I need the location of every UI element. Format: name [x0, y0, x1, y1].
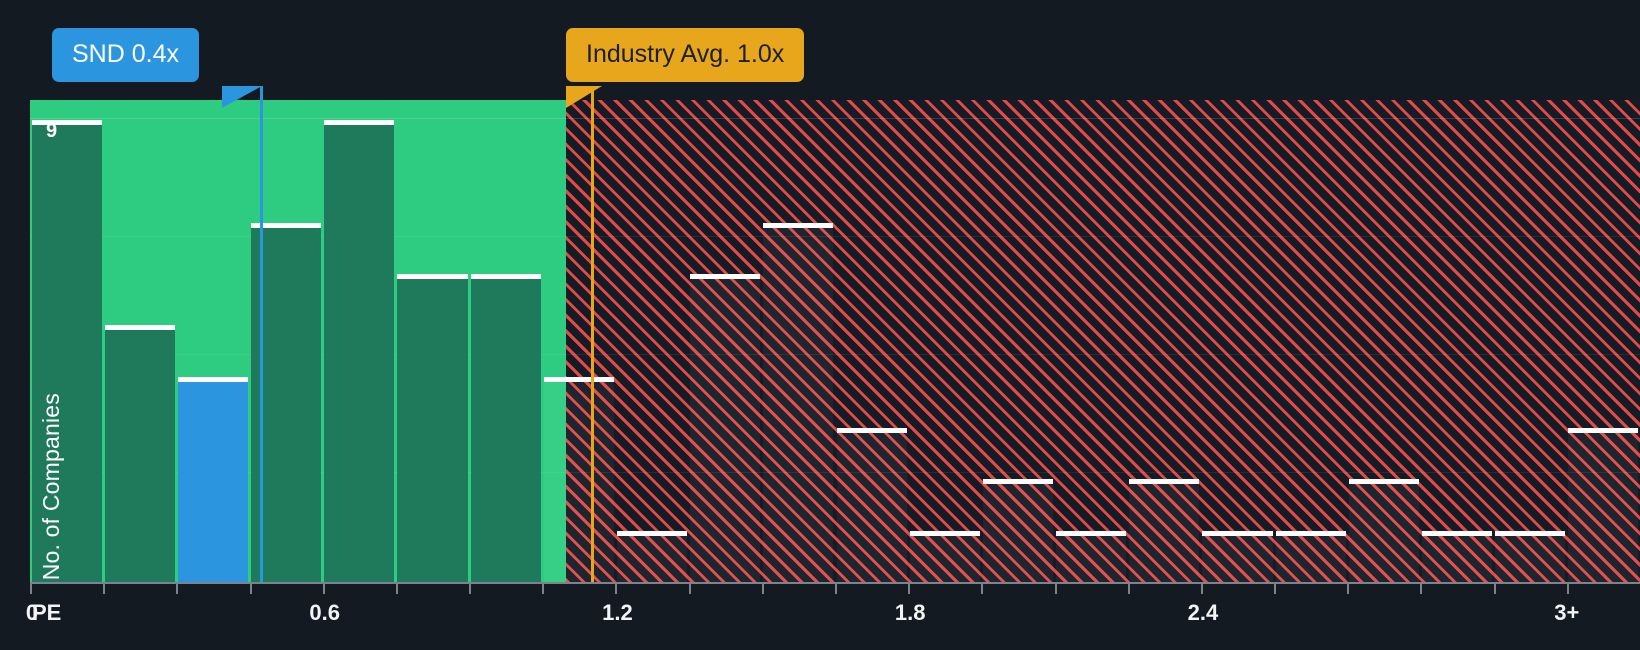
- bar-cap: [1202, 530, 1273, 536]
- bar-3.15[interactable]: [1568, 428, 1639, 582]
- x-tick: [1274, 584, 1277, 594]
- bar-1.35[interactable]: [690, 274, 761, 582]
- x-axis-line: [30, 582, 1640, 584]
- bar-cap: [397, 274, 468, 279]
- gridline-3: [30, 354, 1640, 355]
- bar-cap: [690, 274, 761, 279]
- bar-1.65[interactable]: [836, 428, 907, 582]
- x-tick: [469, 584, 472, 594]
- bar-0.30[interactable]: [177, 376, 249, 582]
- bar-2.55[interactable]: [1275, 530, 1346, 582]
- bar-0.60[interactable]: [324, 120, 395, 582]
- x-tick: [1127, 584, 1130, 594]
- snd-callout-tail: [222, 86, 262, 108]
- x-tick: [981, 584, 984, 594]
- bar-cap: [1568, 428, 1639, 433]
- x-tick: [615, 584, 618, 594]
- x-tick-label-0: 0: [25, 600, 39, 625]
- bar-cap: [1056, 530, 1127, 536]
- x-tick: [542, 584, 545, 594]
- snd-callout-label[interactable]: SND 0.4x: [52, 28, 199, 82]
- bar-cap: [1495, 530, 1566, 536]
- x-tick: [1347, 584, 1350, 594]
- hatch-pattern: [566, 100, 1640, 582]
- x-tick: [1493, 584, 1496, 594]
- x-tick: [103, 584, 106, 594]
- x-axis-title: PE: [32, 600, 62, 625]
- bar-cap: [31, 120, 102, 125]
- bar-cap: [1421, 530, 1493, 536]
- bar-cap: [324, 120, 395, 125]
- y-axis-top-value: 9: [46, 120, 58, 142]
- bar-cap: [177, 376, 249, 382]
- bar-1.80[interactable]: [909, 530, 980, 582]
- bar-0.00[interactable]: [31, 120, 102, 582]
- x-tick: [395, 584, 398, 594]
- gridline-9: [30, 118, 1640, 119]
- bar-1.05[interactable]: [543, 376, 614, 582]
- x-tick-label-3+: 3+: [1554, 600, 1580, 625]
- bar-0.90[interactable]: [470, 274, 541, 582]
- bar-2.10[interactable]: [1056, 530, 1127, 582]
- x-tick-label-1.2: 1.2: [602, 600, 633, 625]
- bar-cap: [1348, 479, 1419, 485]
- bar-cap: [470, 274, 541, 279]
- industry-average-marker-line: [591, 86, 594, 582]
- bar-cap: [104, 325, 175, 331]
- x-tick: [1566, 584, 1569, 594]
- bar-2.40[interactable]: [1202, 530, 1273, 582]
- bar-cap: [543, 376, 614, 382]
- bar-cap: [616, 530, 688, 536]
- x-tick-label-1.8: 1.8: [894, 600, 926, 625]
- bar-cap: [763, 222, 834, 228]
- bar-cap: [982, 479, 1054, 485]
- bar-cap: [909, 530, 980, 536]
- bar-cap: [1275, 530, 1346, 536]
- bar-2.70[interactable]: [1348, 479, 1419, 582]
- bar-0.75[interactable]: [397, 274, 468, 582]
- x-tick: [1054, 584, 1057, 594]
- bar-2.85[interactable]: [1421, 530, 1493, 582]
- x-tick: [176, 584, 179, 594]
- x-tick: [908, 584, 911, 594]
- x-tick: [1420, 584, 1423, 594]
- x-tick: [322, 584, 325, 594]
- bar-2.25[interactable]: [1129, 479, 1200, 582]
- bar-3.00[interactable]: [1495, 530, 1566, 582]
- gridline-2: [30, 236, 1640, 237]
- industry-average-callout-tail: [566, 86, 602, 108]
- x-tick: [249, 584, 252, 594]
- bar-1.95[interactable]: [982, 479, 1054, 582]
- bar-cap: [1129, 479, 1200, 485]
- x-tick: [761, 584, 764, 594]
- bar-1.20[interactable]: [616, 530, 688, 582]
- x-tick: [835, 584, 837, 594]
- x-tick-label-0.6: 0.6: [309, 600, 341, 625]
- x-tick: [30, 584, 32, 594]
- industry-average-callout-label[interactable]: Industry Avg. 1.0x: [566, 28, 805, 82]
- bar-cap: [836, 428, 907, 433]
- y-axis-title: No. of Companies: [38, 392, 64, 580]
- x-tick: [1200, 584, 1203, 594]
- bar-cap: [251, 222, 322, 228]
- snd-marker-line: [260, 86, 263, 582]
- x-tick: [688, 584, 691, 594]
- x-tick-label-2.4: 2.4: [1187, 600, 1219, 625]
- gridline-4: [30, 472, 1640, 473]
- above-industry-average-region: [566, 100, 1640, 582]
- bar-0.15[interactable]: [104, 325, 175, 582]
- bar-1.50[interactable]: [763, 222, 834, 582]
